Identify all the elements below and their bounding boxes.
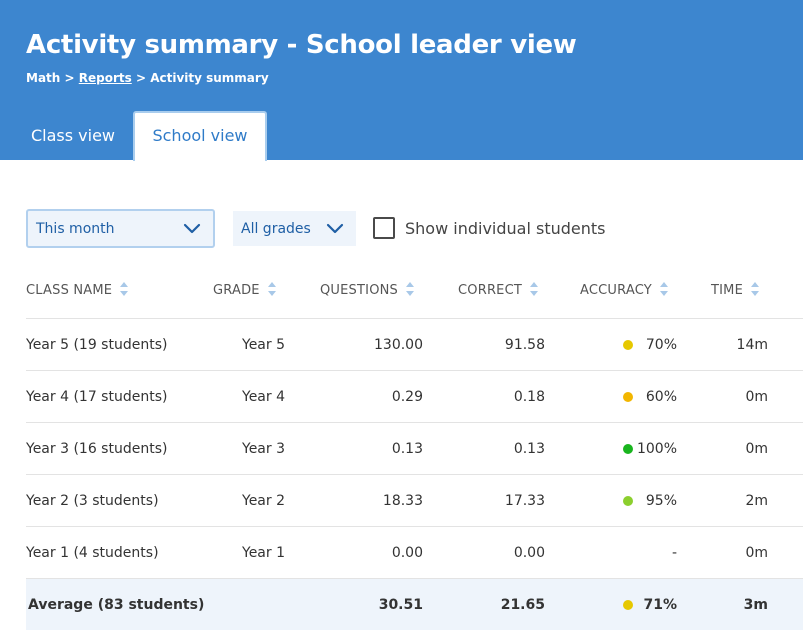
accuracy-status-dot (623, 391, 633, 402)
column-header-label: ACCURACY (580, 283, 652, 298)
correct-cell: 0.00 (513, 544, 545, 561)
accuracy-status-dot (623, 495, 633, 506)
grade-cell: Year 4 (242, 388, 285, 405)
average-questions-cell: 30.51 (378, 596, 423, 613)
tab-school-view[interactable]: School view (133, 111, 267, 161)
sort-icon (530, 281, 539, 296)
column-header-label: QUESTIONS (320, 283, 398, 298)
column-header-correct[interactable]: CORRECT (458, 281, 539, 298)
breadcrumb-math: Math (26, 71, 61, 85)
tab-class-view[interactable]: Class view (30, 126, 116, 145)
time-cell: 14m (736, 336, 768, 353)
accuracy-status-dot (623, 339, 633, 350)
show-individual-students-checkbox[interactable] (373, 217, 395, 239)
period-select[interactable]: This month (26, 209, 215, 248)
page-header: Activity summary - School leader view Ma… (0, 0, 803, 161)
accuracy-cell: - (671, 544, 677, 561)
grade-select[interactable]: All grades (233, 211, 356, 246)
chevron-down-icon (326, 223, 344, 233)
questions-cell: 0.00 (391, 544, 423, 561)
chevron-down-icon (183, 223, 201, 233)
class-name-cell: Year 2 (3 students) (26, 492, 159, 509)
time-cell: 0m (745, 544, 768, 561)
table-row[interactable]: Year 5 (19 students) Year 5 130.00 91.58… (26, 318, 803, 370)
sort-icon (751, 281, 760, 296)
show-individual-students-label: Show individual students (405, 219, 606, 238)
breadcrumb-separator: > (60, 71, 79, 85)
class-name-cell: Year 3 (16 students) (26, 440, 168, 457)
column-header-class-name[interactable]: CLASS NAME (26, 281, 129, 298)
average-row: Average (83 students) 30.51 21.65 71% 3m (26, 578, 803, 630)
table-row[interactable]: Year 2 (3 students) Year 2 18.33 17.33 9… (26, 474, 803, 526)
period-select-value: This month (36, 220, 115, 237)
accuracy-status-dot (623, 599, 633, 610)
column-header-time[interactable]: TIME (711, 281, 760, 298)
accuracy-status-dot (623, 443, 633, 454)
questions-cell: 18.33 (382, 492, 423, 509)
table-row[interactable]: Year 3 (16 students) Year 3 0.13 0.13 10… (26, 422, 803, 474)
class-name-cell: Year 5 (19 students) (26, 336, 168, 353)
column-header-label: GRADE (213, 283, 260, 298)
time-cell: 2m (745, 492, 768, 509)
accuracy-cell: 100% (636, 440, 677, 457)
accuracy-cell: 60% (645, 388, 677, 405)
grade-cell: Year 1 (242, 544, 285, 561)
sort-icon (659, 281, 668, 296)
column-header-grade[interactable]: GRADE (213, 281, 276, 298)
grade-cell: Year 5 (242, 336, 285, 353)
accuracy-cell: 70% (645, 336, 677, 353)
column-header-label: TIME (711, 283, 744, 298)
grade-select-value: All grades (241, 220, 311, 237)
time-cell: 0m (745, 440, 768, 457)
correct-cell: 17.33 (504, 492, 545, 509)
sort-icon (267, 281, 276, 296)
questions-cell: 0.13 (391, 440, 423, 457)
accuracy-cell: 95% (645, 492, 677, 509)
column-header-questions[interactable]: QUESTIONS (320, 281, 414, 298)
grade-cell: Year 3 (242, 440, 285, 457)
average-time-cell: 3m (743, 596, 768, 613)
class-name-cell: Year 1 (4 students) (26, 544, 159, 561)
correct-cell: 0.18 (513, 388, 545, 405)
correct-cell: 0.13 (513, 440, 545, 457)
column-header-label: CORRECT (458, 283, 523, 298)
class-name-cell: Year 4 (17 students) (26, 388, 168, 405)
column-header-label: CLASS NAME (26, 283, 113, 298)
questions-cell: 130.00 (374, 336, 423, 353)
table-row[interactable]: Year 4 (17 students) Year 4 0.29 0.18 60… (26, 370, 803, 422)
average-accuracy-cell: 71% (643, 596, 677, 613)
sort-icon (406, 281, 414, 296)
page-title: Activity summary - School leader view (26, 30, 577, 60)
questions-cell: 0.29 (391, 388, 423, 405)
breadcrumb-activity-summary: Activity summary (150, 71, 269, 85)
average-correct-cell: 21.65 (500, 596, 545, 613)
average-name-cell: Average (83 students) (28, 596, 205, 613)
breadcrumb-reports-link[interactable]: Reports (78, 71, 132, 85)
correct-cell: 91.58 (504, 336, 545, 353)
sort-icon (120, 281, 129, 296)
column-header-accuracy[interactable]: ACCURACY (580, 281, 668, 298)
breadcrumb: Math > Reports > Activity summary (26, 71, 269, 85)
table-row[interactable]: Year 1 (4 students) Year 1 0.00 0.00 - 0… (26, 526, 803, 578)
time-cell: 0m (745, 388, 768, 405)
grade-cell: Year 2 (242, 492, 285, 509)
breadcrumb-separator: > (131, 71, 151, 85)
